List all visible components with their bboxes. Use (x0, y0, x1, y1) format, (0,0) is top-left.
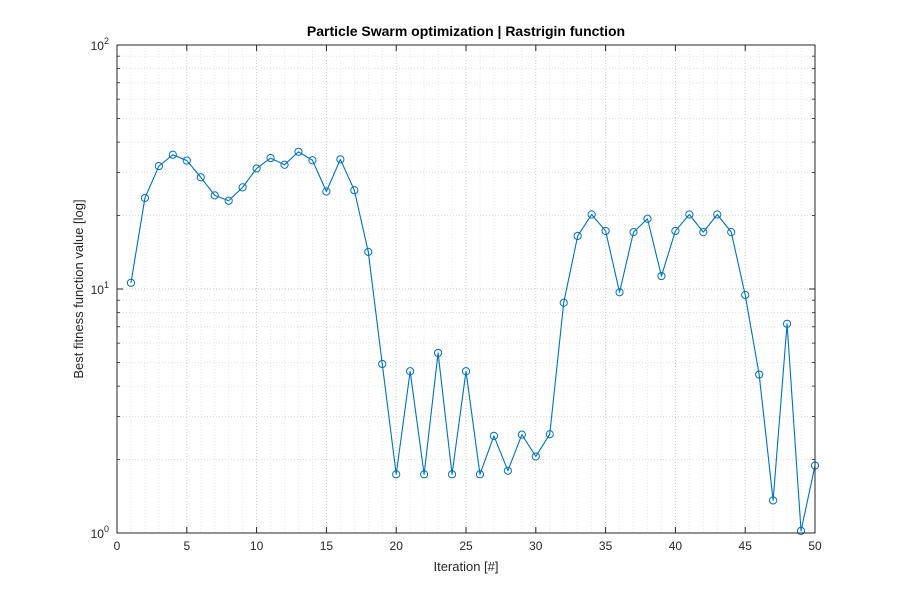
data-point-marker (433, 348, 443, 358)
data-point-marker (196, 173, 205, 182)
data-point-marker (741, 290, 750, 300)
data-point-marker (769, 496, 778, 505)
y-tick-label-exponent: 2 (104, 36, 109, 46)
major-grid (117, 45, 815, 533)
data-point-marker (559, 298, 568, 307)
data-point-marker (643, 214, 652, 223)
data-series (126, 147, 820, 536)
data-point-marker (531, 452, 540, 461)
x-tick-label: 50 (808, 539, 822, 553)
y-tick-label-exponent: 0 (104, 524, 109, 534)
data-point-marker (210, 191, 219, 200)
data-point-marker (364, 247, 373, 256)
data-point-marker (266, 153, 275, 163)
data-point-marker (378, 359, 387, 369)
data-point-marker (420, 470, 429, 479)
data-point-marker (475, 470, 485, 479)
x-tick-label: 10 (250, 539, 264, 553)
data-point-marker (629, 228, 638, 237)
x-tick-label: 20 (390, 539, 404, 553)
x-tick-labels: 0 5 10 15 20 25 30 35 40 45 50 (114, 539, 822, 553)
x-tick-label: 25 (459, 539, 473, 553)
data-point-marker (182, 156, 191, 165)
y-axis-label: Best fitness function value [log] (71, 199, 86, 378)
data-point-marker (336, 155, 345, 164)
data-point-marker (447, 470, 457, 479)
data-point-marker (224, 196, 233, 205)
data-point-marker (671, 226, 680, 236)
data-point-marker (322, 187, 331, 196)
data-point-marker (461, 367, 471, 376)
data-point-marker (406, 367, 415, 376)
data-point-marker (685, 210, 694, 219)
x-tick-label: 35 (599, 539, 613, 553)
data-point-marker (657, 271, 666, 281)
data-point-marker (168, 150, 177, 159)
data-point-marker (489, 431, 499, 441)
data-point-marker (503, 466, 512, 475)
data-point-marker (699, 228, 708, 237)
data-point-marker (252, 164, 261, 173)
x-axis-label: Iteration [#] (433, 559, 498, 574)
data-point-marker (727, 228, 736, 237)
x-tick-label: 0 (114, 539, 121, 553)
chart-title: Particle Swarm optimization | Rastrigin … (307, 23, 625, 39)
data-point-marker (545, 430, 554, 439)
x-tick-label: 30 (529, 539, 543, 553)
data-point-marker (587, 210, 596, 219)
y-tick-label: 101 (91, 280, 109, 297)
data-point-marker (782, 319, 792, 328)
data-point-marker (350, 186, 359, 195)
data-point-marker (796, 526, 806, 536)
data-point-marker (308, 156, 317, 165)
plot-frame (116, 44, 816, 534)
y-tick-label: 100 (91, 524, 109, 541)
data-point-marker (601, 226, 610, 236)
data-point-marker (755, 370, 764, 379)
data-point-marker (140, 193, 150, 203)
data-point-marker (154, 161, 163, 171)
y-tick-label-base: 10 (91, 527, 105, 541)
data-point-marker (126, 278, 136, 287)
data-point-marker (238, 183, 247, 192)
data-point-marker (573, 231, 582, 241)
data-point-marker (280, 160, 289, 169)
data-point-marker (615, 288, 624, 297)
data-point-marker (517, 430, 526, 439)
data-point-marker (294, 147, 303, 156)
data-point-marker (392, 470, 401, 479)
x-tick-label: 5 (183, 539, 190, 553)
y-tick-label-base: 10 (91, 39, 105, 53)
x-tick-label: 15 (320, 539, 334, 553)
x-tick-label: 40 (669, 539, 683, 553)
y-tick-label-exponent: 1 (104, 280, 109, 290)
y-tick-label-base: 10 (91, 283, 105, 297)
x-tick-label: 45 (739, 539, 753, 553)
data-point-marker (713, 210, 722, 219)
y-tick-label: 102 (91, 36, 109, 53)
